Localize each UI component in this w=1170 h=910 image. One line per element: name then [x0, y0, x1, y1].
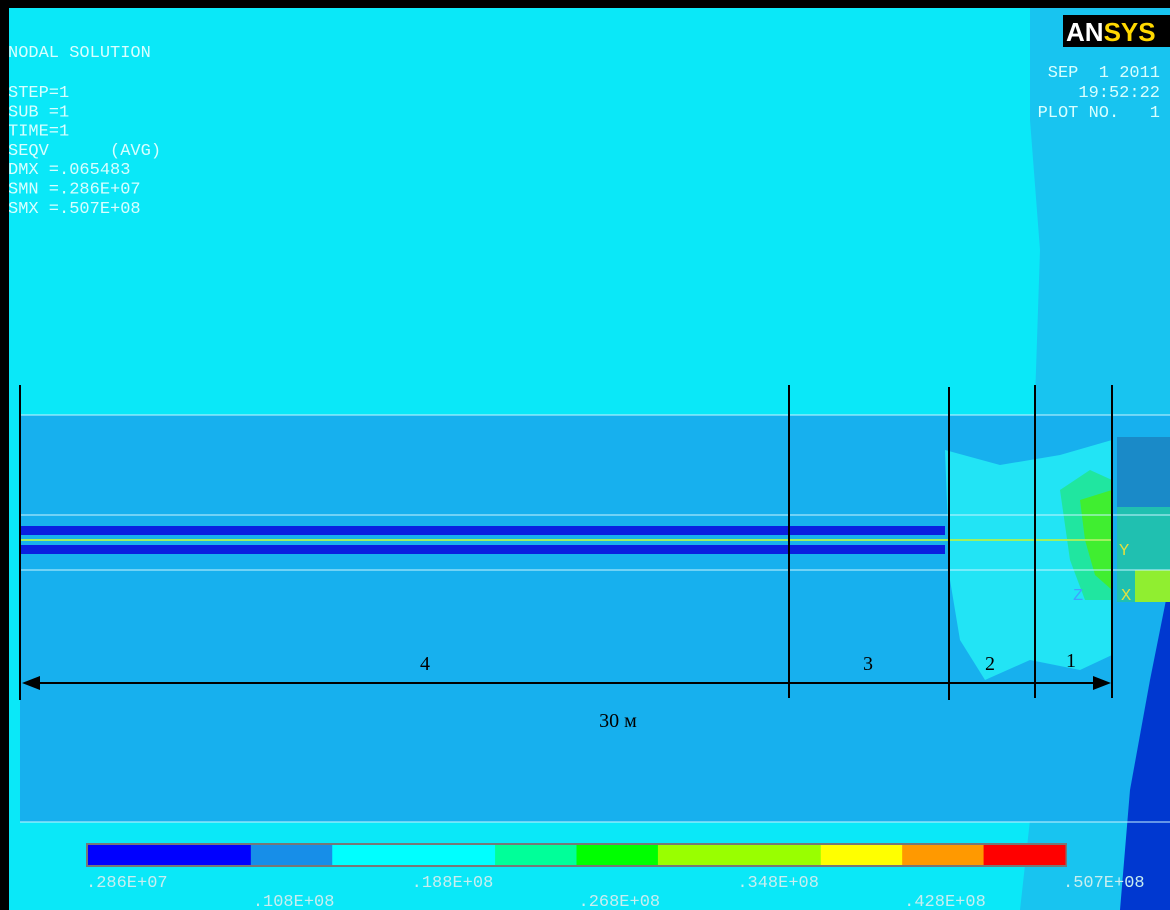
- legend-swatch: [821, 845, 903, 865]
- legend-label: .348E+08: [737, 874, 819, 893]
- block-bottom: [1135, 570, 1170, 602]
- header-line: STEP=1: [8, 84, 69, 103]
- triad-label: X: [1121, 587, 1131, 606]
- ansys-plot: 4 3 2 1 30 м Y X Z NODAL SOLUTIONSTEP=1S…: [0, 0, 1170, 910]
- zone-label: 4: [420, 653, 430, 675]
- header-line: NODAL SOLUTION: [8, 44, 151, 63]
- legend-label: .428E+08: [904, 893, 986, 910]
- header-line: SUB =1: [8, 103, 69, 122]
- top-border: [0, 0, 1170, 8]
- logo-part: AN: [1066, 17, 1104, 47]
- zone-label: 3: [863, 653, 873, 675]
- legend-swatch: [577, 845, 659, 865]
- legend-swatch: [169, 845, 251, 865]
- legend-swatch: [658, 845, 740, 865]
- legend-label: .108E+08: [253, 893, 335, 910]
- low-stress-streak: [20, 526, 945, 535]
- header-line: TIME=1: [8, 123, 69, 142]
- legend-label: .268E+08: [579, 893, 661, 910]
- legend-swatch: [495, 845, 577, 865]
- left-border: [0, 0, 9, 910]
- header-line: DMX =.065483: [8, 161, 130, 180]
- legend-swatch: [984, 845, 1066, 865]
- dimension-label: 30 м: [599, 710, 637, 732]
- triad-label: Y: [1119, 542, 1129, 561]
- legend-swatch: [88, 845, 170, 865]
- logo-part: SYS: [1104, 17, 1156, 47]
- plot-number: PLOT NO. 1: [1038, 104, 1160, 123]
- legend-swatch: [251, 845, 333, 865]
- legend-swatch: [332, 845, 414, 865]
- logo: ANSYS: [1066, 17, 1156, 47]
- triad-label: Z: [1073, 587, 1083, 606]
- header-line: SMN =.286E+07: [8, 181, 141, 200]
- header-line: SMX =.507E+08: [8, 200, 141, 219]
- legend-label: .188E+08: [412, 874, 494, 893]
- low-stress-streak: [20, 545, 945, 554]
- legend-label: .286E+07: [86, 874, 168, 893]
- zone-label: 2: [985, 653, 995, 675]
- time: 19:52:22: [1078, 84, 1160, 103]
- legend-label: .507E+08: [1063, 874, 1145, 893]
- legend-swatch: [902, 845, 984, 865]
- zone-label: 1: [1066, 650, 1076, 672]
- legend-swatch: [739, 845, 821, 865]
- date: SEP 1 2011: [1048, 64, 1160, 83]
- legend-swatch: [414, 845, 496, 865]
- block-top: [1117, 437, 1170, 507]
- header-line: SEQV (AVG): [8, 142, 161, 161]
